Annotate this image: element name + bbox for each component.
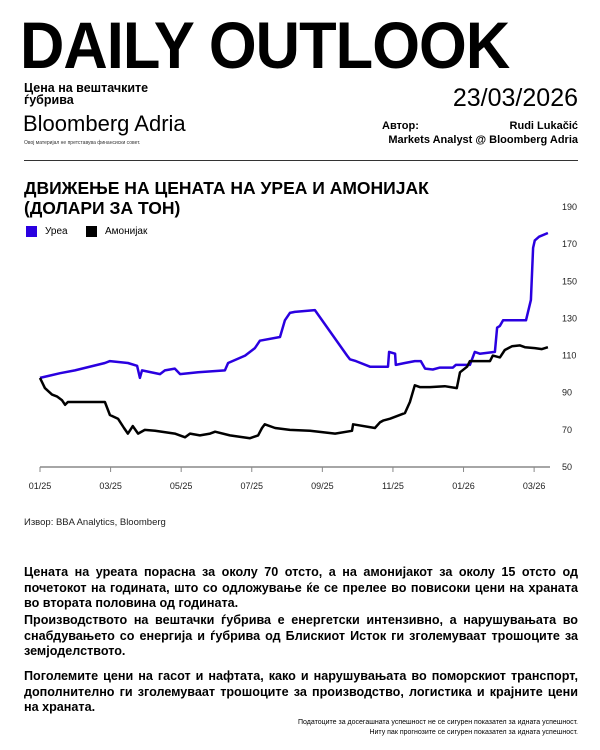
x-tick-label: 03/26 <box>523 481 546 491</box>
legend-label-ammonia: Амонијак <box>105 226 148 237</box>
x-tick-label: 07/25 <box>240 481 263 491</box>
bloomberg-adria-logo: Bloomberg Adria <box>23 111 186 136</box>
y-tick-label: 190 <box>562 202 577 212</box>
x-tick-label: 01/25 <box>29 481 52 491</box>
legend-item-urea: Уреа <box>26 226 68 237</box>
legend-item-ammonia: Амонијак <box>86 226 147 237</box>
y-tick-label: 110 <box>562 351 576 361</box>
author-label: Автор: <box>382 120 419 132</box>
y-tick-label: 130 <box>562 313 577 323</box>
legend-label-urea: Уреа <box>45 226 68 237</box>
paragraph-3: Поголемите цени на гасот и нафтата, како… <box>24 669 578 714</box>
chart-title: ДВИЖЕЊЕ НА ЦЕНАТА НА УРЕА И АМОНИЈАК (ДО… <box>24 178 429 218</box>
price-line-chart: 01/25 03/25 05/25 07/25 09/25 11/25 01/26 03/26… <box>29 202 577 491</box>
x-tick-label: 03/25 <box>99 481 122 491</box>
urea-line <box>39 231 549 380</box>
paragraph-1: Цената на уреата порасна за околу 70 отс… <box>24 565 578 610</box>
x-tick-label: 11/25 <box>382 481 404 491</box>
y-tick-label: 150 <box>562 276 577 286</box>
footer-line-1: Податоците за досегашната успешност не с… <box>298 719 578 726</box>
x-tick-label: 05/25 <box>170 481 193 491</box>
x-tick-label: 01/26 <box>452 481 475 491</box>
legend-swatch-ammonia <box>86 226 97 237</box>
x-tick-label: 09/25 <box>311 481 334 491</box>
y-tick-label: 50 <box>562 462 572 472</box>
author-name: Rudi Lukačić <box>509 120 578 132</box>
author-role: Markets Analyst @ Bloomberg Adria <box>388 134 578 146</box>
report-subtitle: Цена на вештачките ѓубрива <box>24 81 149 107</box>
divider <box>24 160 578 161</box>
footer-disclaimer: Податоците за досегашната успешност не с… <box>298 718 578 738</box>
page-title: DAILY OUTLOOK <box>20 8 510 82</box>
y-tick-label: 90 <box>562 388 572 398</box>
ammonia-line <box>38 344 549 440</box>
report-date: 23/03/2026 <box>452 84 578 112</box>
legend-swatch-urea <box>26 226 37 237</box>
y-tick-label: 170 <box>562 239 577 249</box>
y-tick-label: 70 <box>562 425 572 435</box>
source-note: Извор: BBA Analytics, Bloomberg <box>24 517 166 528</box>
footer-line-2: Ниту пак прогнозите се сигурен показател… <box>369 729 578 736</box>
disclaimer: Овој материјал не претставува финансиски… <box>24 140 141 146</box>
paragraph-2: Производството на вештачки ѓубрива е ене… <box>24 613 578 658</box>
